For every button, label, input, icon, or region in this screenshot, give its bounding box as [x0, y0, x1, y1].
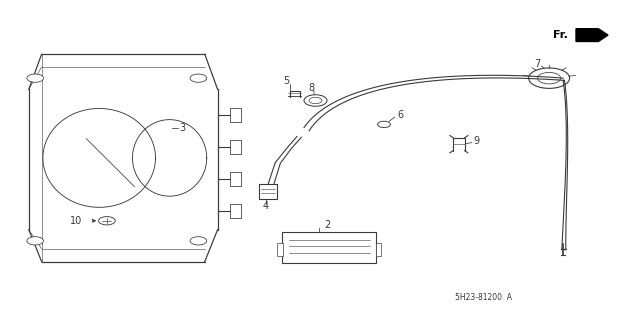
Text: 3: 3	[179, 122, 186, 133]
Bar	[376, 243, 381, 256]
Bar	[230, 140, 241, 154]
Circle shape	[529, 68, 570, 88]
Text: 9: 9	[474, 136, 480, 146]
Text: 5: 5	[284, 76, 290, 86]
Text: 5H23-81200  A: 5H23-81200 A	[454, 293, 512, 302]
Polygon shape	[576, 29, 608, 41]
Bar	[230, 172, 241, 186]
Text: 6: 6	[397, 110, 403, 120]
Text: 2: 2	[324, 220, 331, 230]
Text: 7: 7	[534, 59, 541, 69]
Circle shape	[304, 95, 327, 106]
Circle shape	[538, 72, 561, 84]
Circle shape	[27, 74, 44, 82]
Text: 4: 4	[262, 201, 269, 211]
Circle shape	[190, 237, 207, 245]
Bar	[277, 243, 283, 256]
Circle shape	[190, 74, 207, 82]
Circle shape	[99, 217, 115, 225]
Bar	[259, 184, 277, 199]
Bar	[230, 108, 241, 122]
Text: 10: 10	[70, 216, 82, 226]
Circle shape	[27, 237, 44, 245]
Circle shape	[378, 121, 390, 128]
Bar	[282, 232, 376, 263]
Bar	[230, 204, 241, 218]
Text: 8: 8	[308, 83, 315, 93]
Circle shape	[309, 97, 322, 104]
Text: Fr.: Fr.	[554, 30, 568, 40]
